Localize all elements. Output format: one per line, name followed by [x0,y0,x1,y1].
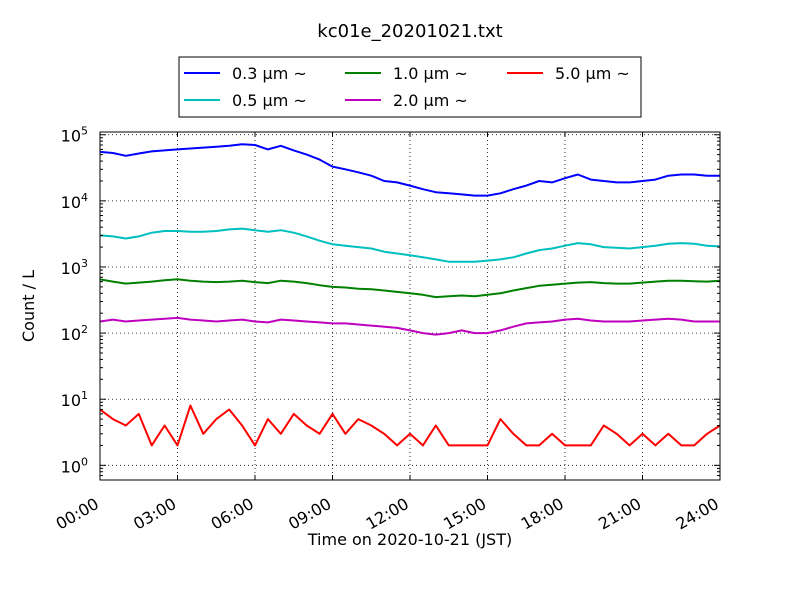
x-tick-label: 18:00 [518,494,567,534]
y-tick-exponent: 4 [81,191,88,204]
ticks [99,132,721,481]
y-axis-label: Count / L [19,270,38,342]
y-tick-label: 104 [61,191,88,212]
x-tick-label: 00:00 [53,494,102,534]
y-tick-base: 10 [61,325,81,344]
legend-box [178,56,642,118]
legend-label: 1.0 μm ~ [393,64,468,83]
y-tick-base: 10 [61,127,81,146]
series-line [100,227,720,263]
x-tick-label: 03:00 [130,494,179,534]
y-tick-label: 102 [61,323,88,344]
legend-label: 0.5 μm ~ [232,91,307,110]
y-tick-base: 10 [61,391,81,410]
y-tick-label: 105 [61,125,88,146]
x-tick-label: 06:00 [208,494,257,534]
series-layer [100,143,720,447]
x-axis-label: Time on 2020-10-21 (JST) [307,530,512,549]
series-line [100,278,720,299]
x-tick-label: 24:00 [673,494,722,534]
legend-label: 2.0 μm ~ [393,91,468,110]
legend: 0.3 μm ~ 0.5 μm ~ 1.0 μm ~ 2.0 μm ~ 5.0 μm ~ [178,56,642,118]
series-line [100,316,720,336]
y-tick-label: 101 [61,389,88,410]
x-tick-labels: 00:00 03:00 06:00 09:00 12:00 15:00 18:00 21:00… [53,494,722,534]
y-tick-exponent: 0 [81,455,88,468]
x-tick-label: 21:00 [595,494,644,534]
y-tick-exponent: 1 [81,389,88,402]
y-tick-base: 10 [61,259,81,278]
legend-label: 5.0 μm ~ [555,64,630,83]
y-tick-base: 10 [61,457,81,476]
y-tick-exponent: 3 [81,257,88,270]
y-tick-exponent: 2 [81,323,88,336]
x-tick-label: 09:00 [285,494,334,534]
y-tick-exponent: 5 [81,125,88,138]
x-tick-label: 15:00 [440,494,489,534]
x-tick-label: 12:00 [363,494,412,534]
legend-label: 0.3 μm ~ [232,64,307,83]
series-line [100,404,720,447]
series-line [100,143,720,197]
y-tick-label: 103 [61,257,88,278]
y-tick-label: 100 [61,455,88,476]
y-tick-base: 10 [61,193,81,212]
grid [100,132,720,480]
chart-title: kc01e_20201021.txt [317,21,502,42]
